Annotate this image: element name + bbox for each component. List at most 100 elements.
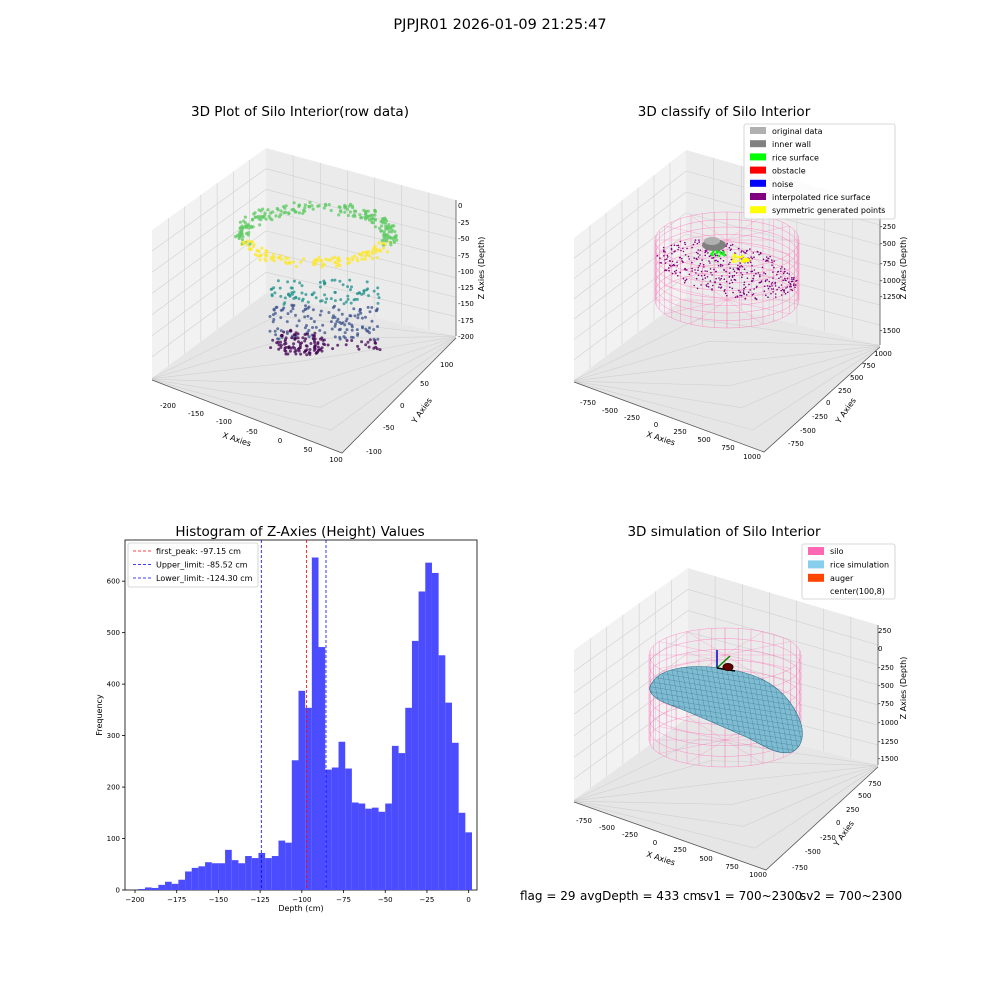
hist-bar: [151, 887, 159, 890]
grid-line: [573, 766, 879, 849]
rice-surface-point: [710, 252, 713, 255]
rice-surface-point: [711, 254, 714, 257]
data-point: [269, 346, 273, 350]
p4-ytick: -500: [805, 848, 821, 856]
grid-line: [573, 340, 881, 381]
data-point: [353, 314, 357, 318]
panel2-silo-wireframe: [654, 211, 800, 329]
y-tick-label: 300: [107, 732, 120, 740]
interpolated-point: [732, 291, 734, 294]
interpolated-point: [780, 284, 783, 286]
data-point: [344, 300, 348, 304]
floor-pane: [574, 717, 878, 870]
grid-line: [151, 336, 457, 380]
data-point: [373, 244, 377, 248]
interpolated-point: [712, 284, 714, 287]
data-point: [373, 213, 377, 217]
data-point: [279, 294, 283, 298]
interpolated-point: [691, 246, 693, 249]
legend-label: rice simulation: [830, 560, 889, 569]
silo-spoke: [686, 716, 726, 741]
grid-line: [573, 191, 687, 279]
data-point: [337, 256, 341, 260]
p1-ztick: -50: [458, 235, 469, 243]
data-point: [238, 230, 242, 234]
interpolated-point: [783, 268, 786, 270]
interpolated-point: [694, 241, 696, 243]
data-point: [297, 297, 301, 301]
data-point: [337, 213, 341, 217]
interpolated-point: [714, 253, 716, 255]
data-point: [283, 342, 286, 346]
data-point: [345, 328, 349, 332]
legend-label: center(100,8): [830, 587, 885, 596]
data-point: [359, 216, 363, 220]
data-point: [347, 261, 352, 265]
data-point: [347, 322, 351, 326]
data-point: [392, 238, 396, 242]
p3-legend-frame: [127, 542, 259, 588]
interpolated-point: [767, 287, 770, 290]
panel1-3d-scatter: -200 -150 -100 -50 0 50 100 X Axies -100…: [151, 148, 486, 464]
interpolated-point: [771, 261, 773, 264]
data-point: [285, 332, 289, 335]
data-point: [258, 223, 262, 227]
data-point: [361, 326, 364, 330]
y-tick-label: 600: [107, 578, 120, 586]
data-point: [246, 233, 250, 237]
interpolated-point: [763, 290, 766, 293]
data-point: [286, 280, 290, 284]
hist-bar: [451, 742, 459, 890]
legend-swatch: [750, 166, 766, 174]
grid-line: [265, 209, 457, 259]
interpolated-point: [748, 283, 750, 286]
data-point: [352, 307, 356, 311]
silo-spoke: [724, 641, 791, 656]
data-point: [304, 337, 308, 341]
hist-bar: [431, 572, 439, 890]
data-point: [293, 350, 297, 354]
data-point: [382, 230, 386, 234]
data-point: [260, 214, 264, 219]
p4-ztick: -500: [878, 682, 894, 690]
data-point: [320, 346, 324, 350]
hist-bar: [171, 883, 179, 890]
data-point: [302, 208, 306, 212]
interpolated-point: [778, 286, 780, 289]
data-point: [331, 347, 335, 351]
hist-bar: [445, 702, 452, 890]
data-point: [313, 331, 317, 335]
grid-line: [573, 760, 879, 801]
interpolated-point: [729, 261, 731, 264]
data-point: [356, 332, 360, 336]
data-point: [263, 253, 267, 257]
data-point: [298, 344, 302, 348]
interpolated-point: [706, 276, 709, 278]
data-point: [367, 294, 370, 298]
data-point: [263, 257, 267, 261]
rice-surface-point: [722, 252, 725, 255]
data-point: [337, 308, 341, 312]
data-point: [305, 344, 309, 348]
legend-swatch: [750, 153, 766, 161]
interpolated-point: [715, 270, 717, 273]
interpolated-point: [714, 254, 717, 257]
interpolated-point: [704, 277, 707, 279]
p4-xtick: -500: [599, 824, 615, 832]
hist-bar: [305, 707, 312, 890]
interpolated-point: [761, 266, 764, 269]
data-point: [291, 260, 296, 264]
symmetric-point: [741, 260, 744, 263]
status-sv2: sv2 = 700~2300: [800, 889, 903, 903]
hist-bar: [231, 860, 239, 890]
data-point: [306, 300, 310, 304]
p1-xtick: 50: [304, 446, 313, 454]
interpolated-point: [704, 270, 706, 272]
interpolated-point: [682, 277, 685, 280]
hist-bar: [358, 803, 366, 890]
p1-xtick: -150: [188, 410, 204, 418]
interpolated-point: [791, 280, 794, 283]
p2-ztick: -1500: [880, 327, 900, 335]
data-point: [338, 320, 342, 324]
interpolated-point: [699, 262, 702, 265]
